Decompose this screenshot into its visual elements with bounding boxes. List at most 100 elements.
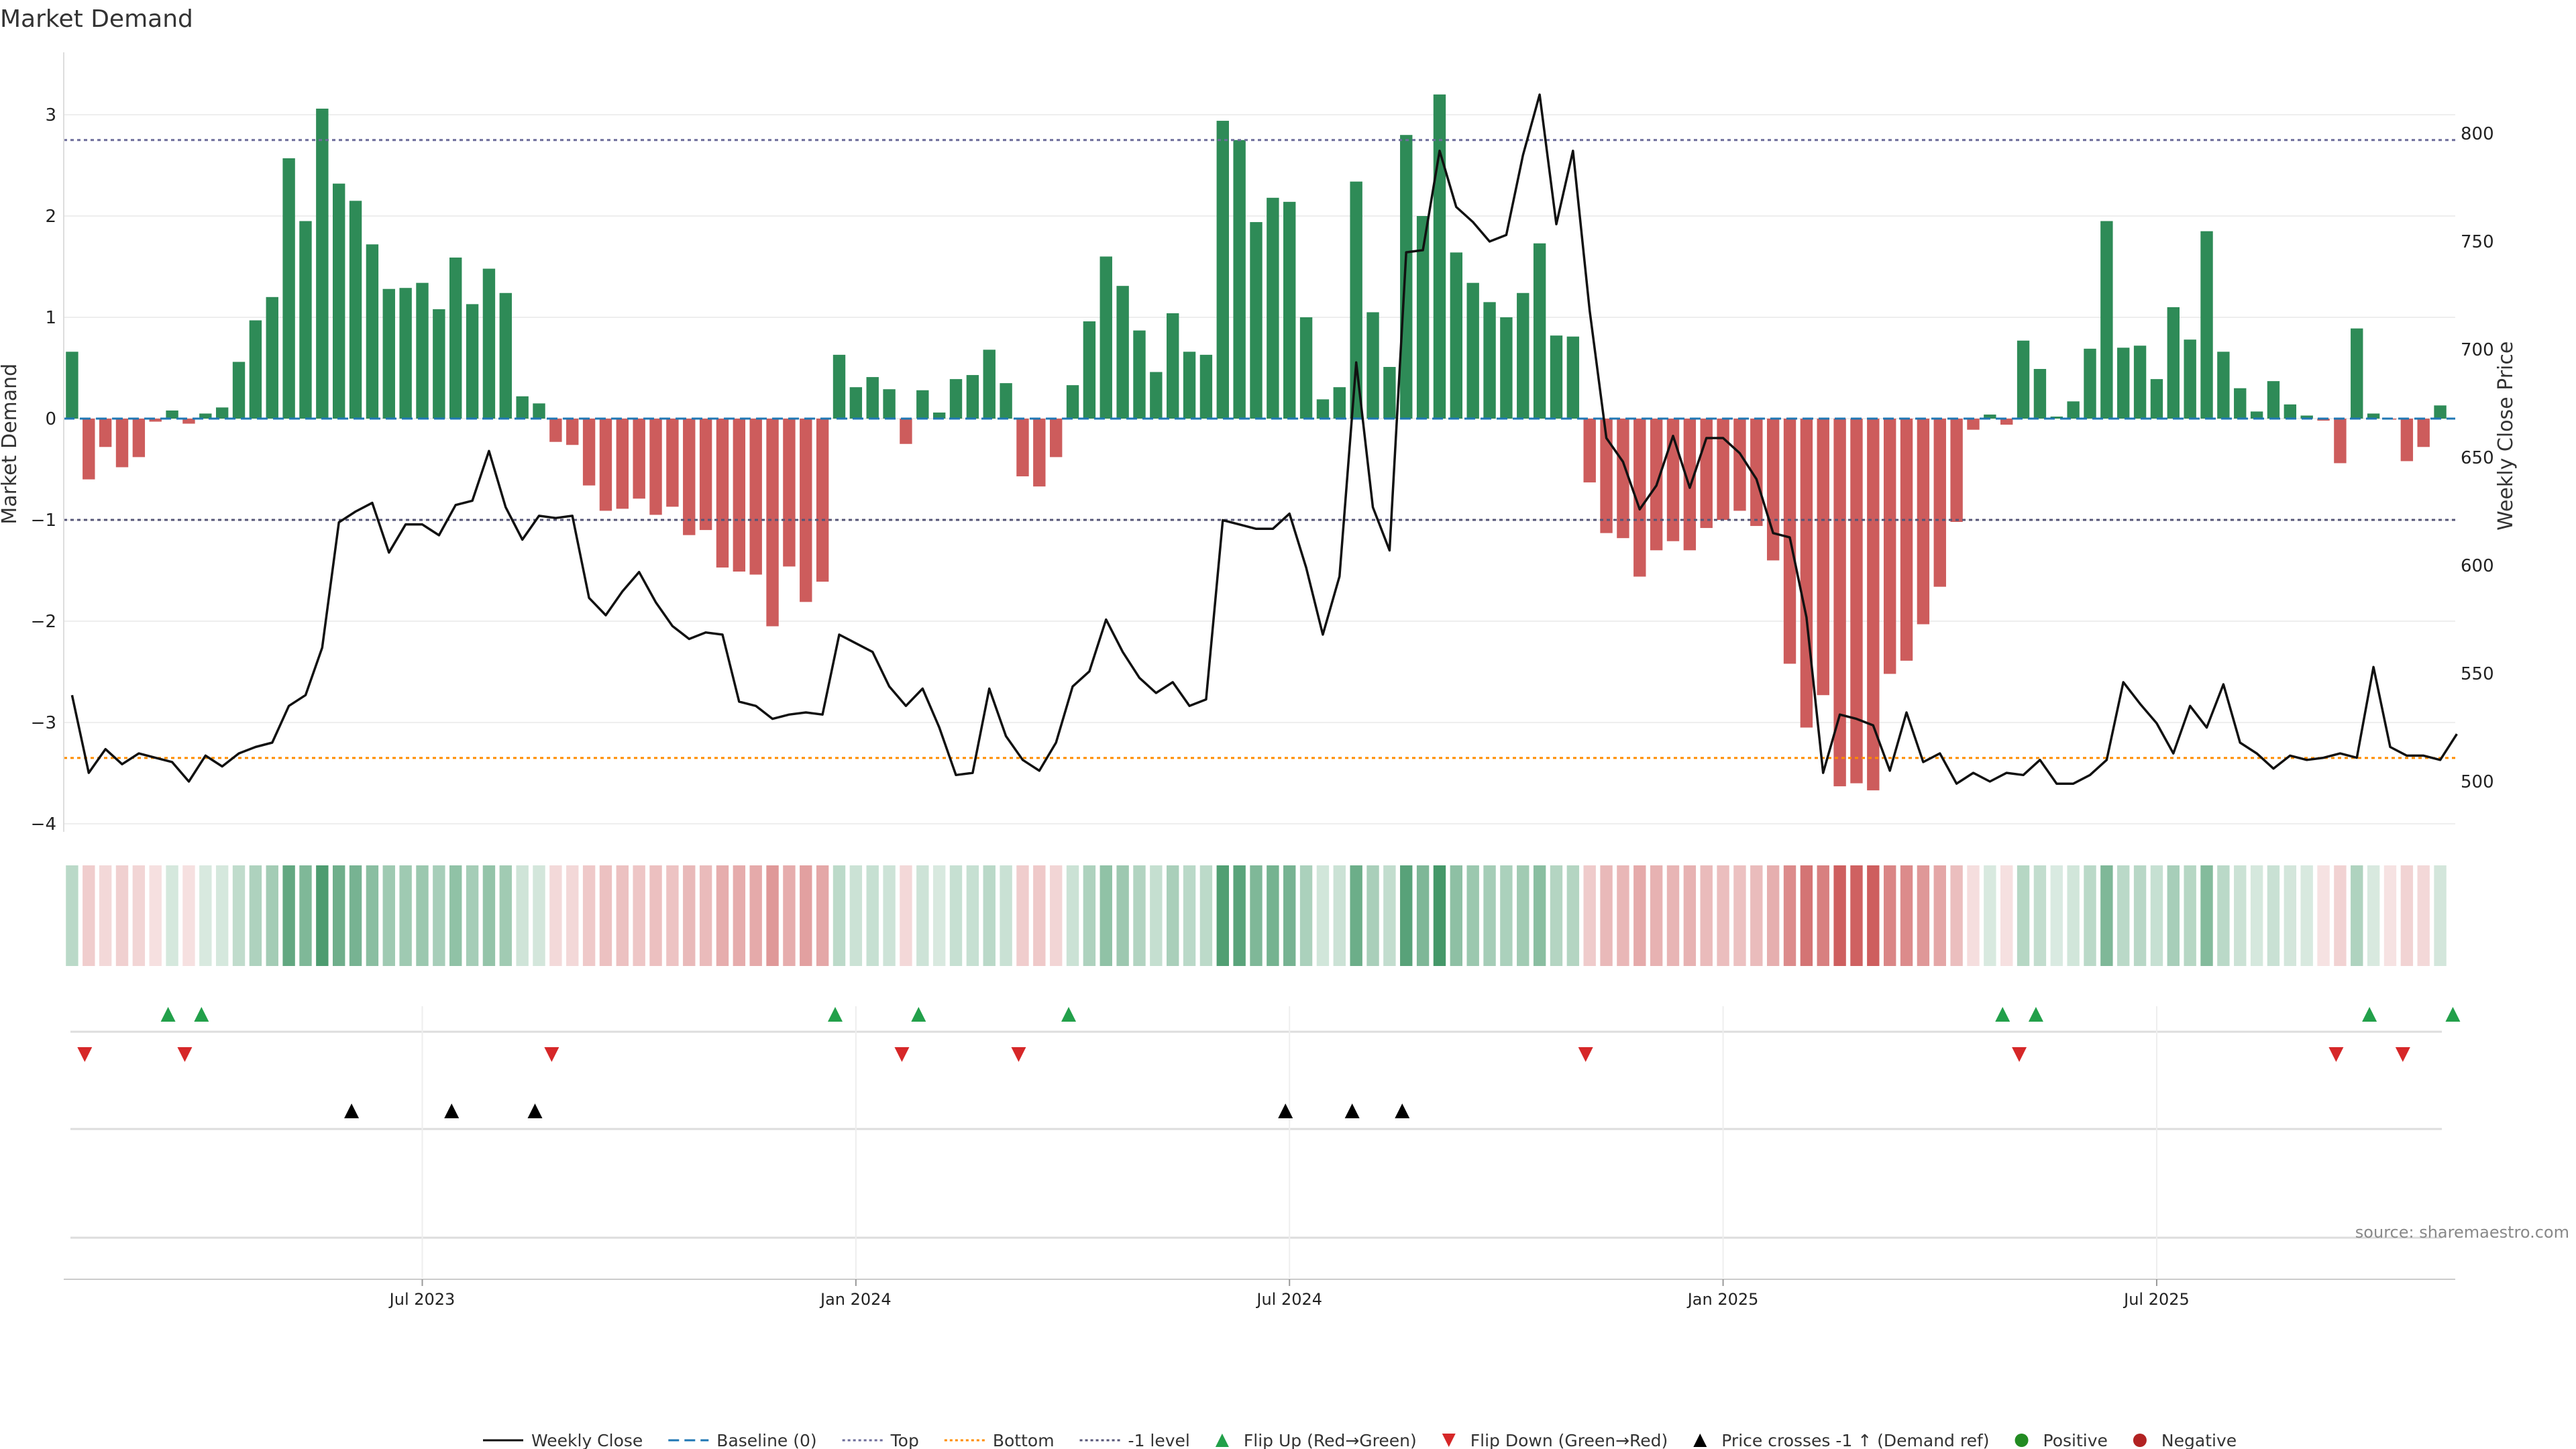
demand-bar: [1967, 419, 1980, 430]
demand-bar: [2200, 231, 2213, 419]
heat-cell: [249, 865, 262, 966]
heat-cell: [932, 865, 946, 966]
legend-swatch: [2133, 1434, 2147, 1447]
demand-bar: [1633, 419, 1646, 577]
heat-cell: [1817, 865, 1829, 966]
heat-cell: [849, 865, 863, 966]
heat-cell: [332, 865, 345, 966]
heat-cell: [1316, 865, 1330, 966]
y-tick-label: −4: [31, 814, 56, 835]
heat-cell: [1683, 865, 1697, 966]
heat-cell: [1066, 865, 1079, 966]
demand-bar: [2217, 352, 2230, 419]
heat-cell: [1750, 865, 1763, 966]
legend-label: Price crosses -1 ↑ (Demand ref): [1721, 1431, 1989, 1449]
demand-bar: [900, 419, 912, 444]
heat-cell: [366, 865, 379, 966]
demand-bar: [1316, 399, 1330, 419]
heat-cell: [1533, 865, 1546, 966]
demand-bar: [2150, 379, 2163, 419]
heat-cell: [1000, 865, 1012, 966]
demand-bar: [533, 403, 545, 419]
demand-bar: [733, 419, 746, 572]
demand-bar: [332, 183, 345, 419]
demand-bar: [1066, 385, 1079, 419]
heat-cell: [2033, 865, 2047, 966]
heat-cell: [1850, 865, 1863, 966]
flip-down-marker: [1011, 1047, 1026, 1062]
demand-bar: [1700, 419, 1713, 529]
heat-cell: [349, 865, 362, 966]
reference-levels: [64, 139, 2455, 759]
heat-cell: [1466, 865, 1479, 966]
demand-bar: [1466, 282, 1479, 419]
heat-cell: [1400, 865, 1413, 966]
legend-label: Positive: [2043, 1431, 2108, 1449]
heat-cell: [1083, 865, 1096, 966]
legend-item: -1 level: [1079, 1431, 1190, 1449]
demand-bar: [966, 375, 979, 419]
heat-cell: [1016, 865, 1029, 966]
demand-bar: [2117, 347, 2130, 419]
demand-bar: [1517, 292, 1529, 419]
flip-up-marker: [2028, 1007, 2043, 1022]
demand-bar: [683, 419, 696, 535]
demand-bar: [416, 282, 429, 419]
heat-cell: [983, 865, 996, 966]
heat-cell: [949, 865, 963, 966]
demand-bar: [633, 419, 645, 499]
demand-bar: [1883, 419, 1896, 674]
demand-bar: [2434, 405, 2447, 419]
heat-cell: [499, 865, 512, 966]
heat-cell: [433, 865, 445, 966]
demand-bar: [783, 419, 796, 567]
heat-cell: [199, 865, 212, 966]
demand-bar: [1450, 252, 1463, 419]
y-tick-label: 3: [45, 105, 56, 125]
demand-bar: [833, 354, 846, 419]
flip-up-marker: [1061, 1007, 1077, 1022]
legend-label: Flip Up (Red→Green): [1244, 1431, 1417, 1449]
heat-cell: [1800, 865, 1813, 966]
flip-down-marker: [177, 1047, 193, 1062]
signal-markers: [70, 1006, 2461, 1278]
heat-cell: [1950, 865, 1963, 966]
legend-swatch: [1693, 1434, 1707, 1447]
heat-cell: [1833, 865, 1846, 966]
heat-cell: [1883, 865, 1896, 966]
heat-cell: [2383, 865, 2397, 966]
price-cross-marker: [1344, 1104, 1360, 1118]
heat-cell: [533, 865, 545, 966]
demand-bar: [1550, 335, 1563, 419]
legend-label: Bottom: [993, 1431, 1055, 1449]
heat-cell: [466, 865, 479, 966]
demand-bar: [2234, 388, 2247, 419]
demand-bar: [916, 390, 929, 419]
heat-cell: [516, 865, 529, 966]
heat-cell: [282, 865, 295, 966]
y2-tick-label: 600: [2461, 556, 2494, 576]
heat-cell: [482, 865, 496, 966]
demand-bar: [149, 419, 162, 422]
y-tick-label: 0: [45, 409, 56, 429]
demand-bar: [2267, 381, 2280, 419]
heat-cell: [2117, 865, 2130, 966]
legend-swatch: [1442, 1434, 1456, 1447]
demand-bar: [1500, 317, 1513, 419]
demand-bar: [299, 221, 312, 419]
demand-bar: [1116, 286, 1129, 419]
demand-bar: [2017, 340, 2030, 419]
demand-bar: [166, 410, 178, 419]
demand-bar: [582, 419, 596, 486]
heat-cell: [2351, 865, 2363, 966]
heat-cell: [749, 865, 762, 966]
demand-bar: [1917, 419, 1930, 625]
flip-up-marker: [160, 1007, 176, 1022]
legend-item: Top: [842, 1431, 919, 1449]
x-axis: Jul 2023 Jan 2024 Jul 2024 Jan 2025 Jul 2025: [64, 1279, 2455, 1309]
demand-bar: [466, 304, 479, 419]
heat-cell: [1366, 865, 1379, 966]
flip-up-marker: [1995, 1007, 2010, 1022]
heat-cell: [1133, 865, 1146, 966]
heat-cell: [1633, 865, 1646, 966]
